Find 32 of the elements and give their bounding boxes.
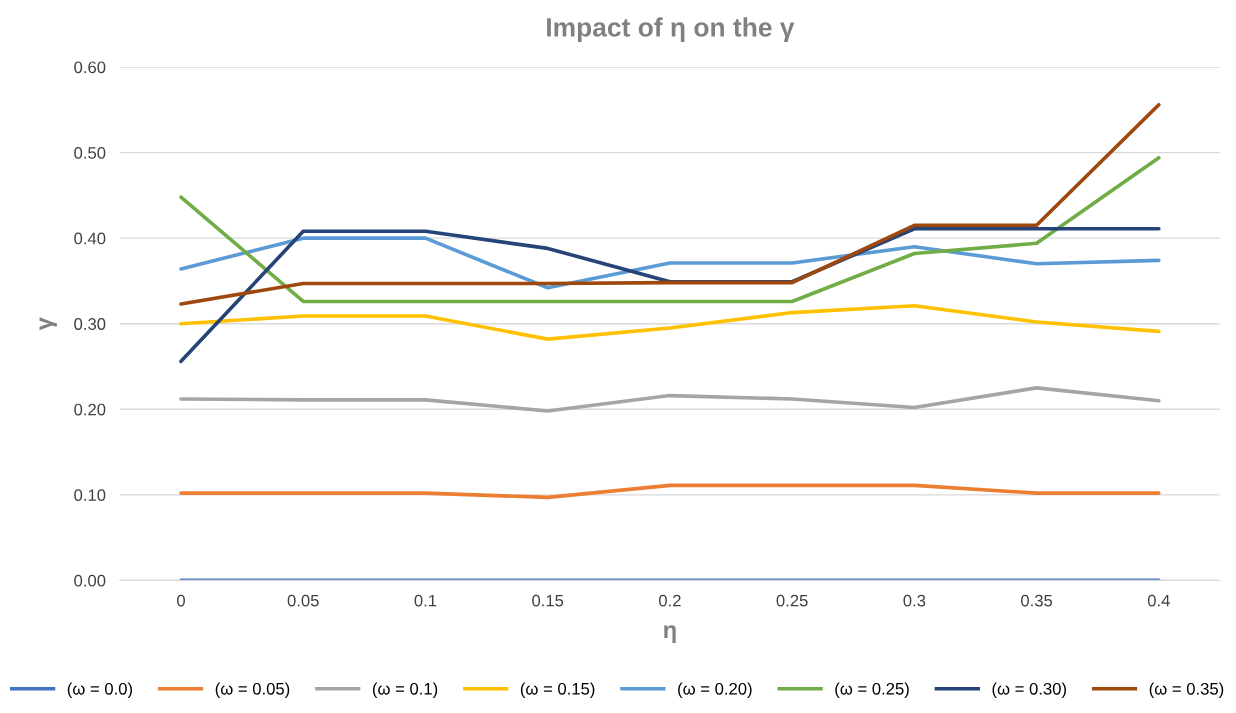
legend-label: (ω = 0.30) <box>992 682 1066 698</box>
chart-title: Impact of η on the γ <box>547 17 795 42</box>
legend-label: (ω = 0.20) <box>678 682 752 698</box>
y-axis-title: γ <box>39 317 57 331</box>
line-series <box>179 303 1161 341</box>
legend-label: (ω = 0.25) <box>835 682 909 698</box>
x-tick-label: 0.2 <box>658 594 681 607</box>
x-tick-label: 0.35 <box>1021 594 1053 607</box>
x-tick-label: 0.15 <box>532 594 564 607</box>
legend-label: (ω = 0.15) <box>520 682 595 698</box>
y-tick-label: 0.60 <box>74 61 106 74</box>
x-tick-label: 0 <box>177 594 185 607</box>
y-tick-label: 0.30 <box>74 318 106 330</box>
legend-label: (ω = 0.0) <box>67 682 133 698</box>
x-axis-title: η <box>663 625 676 643</box>
line-series <box>179 155 1161 304</box>
line-series <box>179 386 1161 413</box>
x-tick-label: 0.05 <box>287 594 319 607</box>
x-tick-label: 0.3 <box>903 594 926 607</box>
x-tick-label: 0.4 <box>1147 594 1170 607</box>
legend-label: (ω = 0.1) <box>372 682 438 698</box>
x-tick-label: 0.25 <box>776 594 808 607</box>
x-tick-label: 0.1 <box>414 594 437 607</box>
line-series <box>179 236 1161 290</box>
y-tick-label: 0.50 <box>74 146 106 159</box>
y-tick-label: 0.00 <box>74 574 106 587</box>
legend-label: (ω = 0.05) <box>215 682 290 698</box>
line-series <box>179 102 1161 306</box>
legend-label: (ω = 0.35) <box>1149 682 1224 698</box>
y-tick-label: 0.20 <box>74 403 106 416</box>
y-tick-label: 0.40 <box>74 232 106 245</box>
y-tick-label: 0.10 <box>74 489 106 502</box>
